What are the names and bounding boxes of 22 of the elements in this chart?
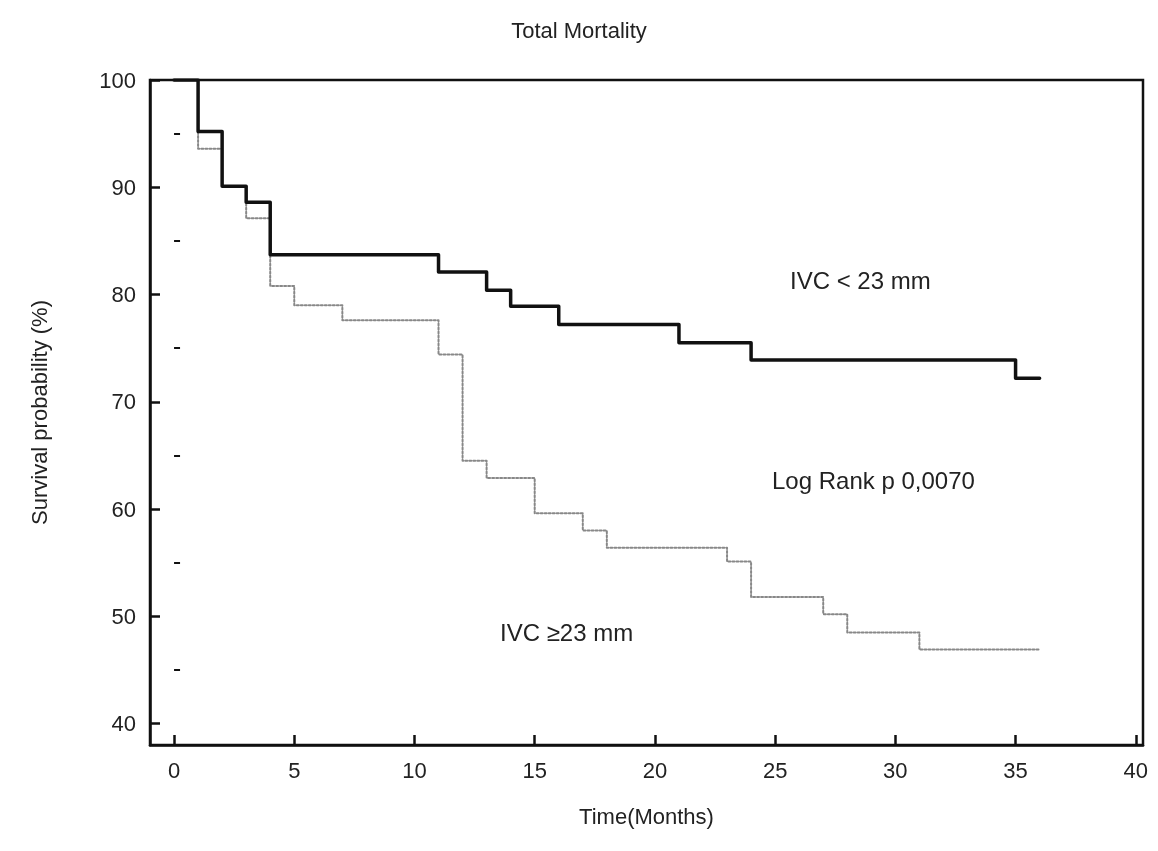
y-tick-label: 80 — [111, 282, 136, 308]
x-tick-label: 25 — [762, 757, 788, 783]
x-tick-label: 0 — [167, 757, 181, 783]
x-tick-label: 15 — [522, 757, 547, 783]
chart-title: Total Mortality — [511, 17, 647, 43]
x-tick-label: 20 — [642, 757, 668, 783]
x-tick-label: 5 — [288, 757, 301, 783]
x-tick-label: 35 — [1003, 757, 1028, 783]
y-tick-label: 60 — [111, 496, 136, 522]
text: IVC < 23 mm — [790, 266, 931, 294]
x-tick-label: 30 — [883, 757, 908, 783]
y-tick-label: 50 — [111, 603, 136, 629]
y-tick-label: 40 — [111, 711, 136, 737]
x-axis-title: Time(Months) — [579, 803, 714, 829]
y-tick-label: 70 — [111, 389, 136, 415]
y-axis-title: Survival probability (%) — [26, 300, 52, 525]
annotation: Log Rank p 0,0070 — [772, 466, 975, 494]
x-tick-label: 40 — [1123, 757, 1149, 783]
y-tick-label: 100 — [99, 67, 136, 93]
x-tick-label: 10 — [402, 757, 427, 783]
y-tick-label: 90 — [111, 174, 136, 200]
text: IVC ≥23 mm — [500, 618, 634, 646]
